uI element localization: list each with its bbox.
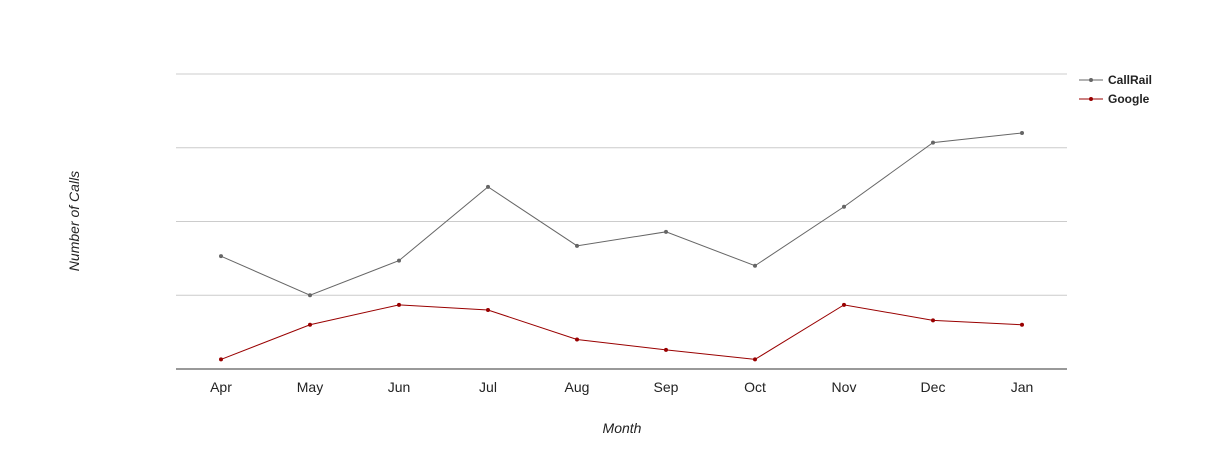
data-point-google-jan[interactable] [1020, 322, 1024, 327]
data-point-google-nov[interactable] [842, 302, 846, 307]
x-axis-title: Month [603, 420, 642, 436]
data-point-google-dec[interactable] [931, 318, 935, 323]
x-tick-labels: Apr May Jun Jul Aug Sep Oct Nov Dec Jan [210, 379, 1033, 395]
gridlines [176, 73, 1067, 296]
data-point-callrail-aug[interactable] [575, 243, 579, 248]
data-point-google-sep[interactable] [664, 347, 668, 352]
legend-item-callrail[interactable]: CallRail [1079, 73, 1152, 87]
data-point-google-aug[interactable] [575, 337, 579, 342]
x-tick-label-nov: Nov [832, 379, 857, 395]
data-point-callrail-nov[interactable] [842, 204, 846, 209]
legend-label-google: Google [1108, 92, 1150, 106]
data-point-google-jun[interactable] [397, 302, 401, 307]
legend: CallRail Google [1079, 73, 1152, 106]
data-point-google-may[interactable] [308, 322, 312, 327]
x-tick-label-apr: Apr [210, 379, 232, 395]
x-tick-label-jun: Jun [388, 379, 411, 395]
x-tick-label-oct: Oct [744, 379, 766, 395]
legend-item-google[interactable]: Google [1079, 92, 1150, 106]
data-point-google-jul[interactable] [486, 308, 490, 312]
x-tick-label-may: May [297, 379, 323, 395]
data-point-callrail-dec[interactable] [931, 140, 935, 145]
data-point-callrail-jan[interactable] [1020, 131, 1024, 135]
data-point-callrail-jun[interactable] [397, 258, 401, 263]
x-tick-label-aug: Aug [565, 379, 590, 395]
legend-swatch-marker [1089, 97, 1093, 101]
data-point-callrail-may[interactable] [308, 293, 312, 298]
x-tick-label-sep: Sep [654, 379, 679, 395]
data-point-callrail-sep[interactable] [664, 229, 668, 234]
data-point-callrail-apr[interactable] [219, 254, 223, 259]
legend-swatch-marker [1089, 78, 1093, 82]
data-point-google-oct[interactable] [753, 357, 757, 362]
series-line-callrail [220, 132, 1023, 296]
data-point-callrail-jul[interactable] [486, 184, 490, 189]
data-point-google-apr[interactable] [219, 357, 223, 362]
series-layer [219, 131, 1024, 362]
x-tick-label-jul: Jul [479, 379, 497, 395]
data-point-callrail-oct[interactable] [753, 263, 757, 268]
x-tick-label-jan: Jan [1011, 379, 1034, 395]
x-tick-label-dec: Dec [921, 379, 946, 395]
y-axis-title: Number of Calls [66, 171, 82, 271]
legend-label-callrail: CallRail [1108, 73, 1152, 87]
series-line-google [220, 304, 1023, 360]
